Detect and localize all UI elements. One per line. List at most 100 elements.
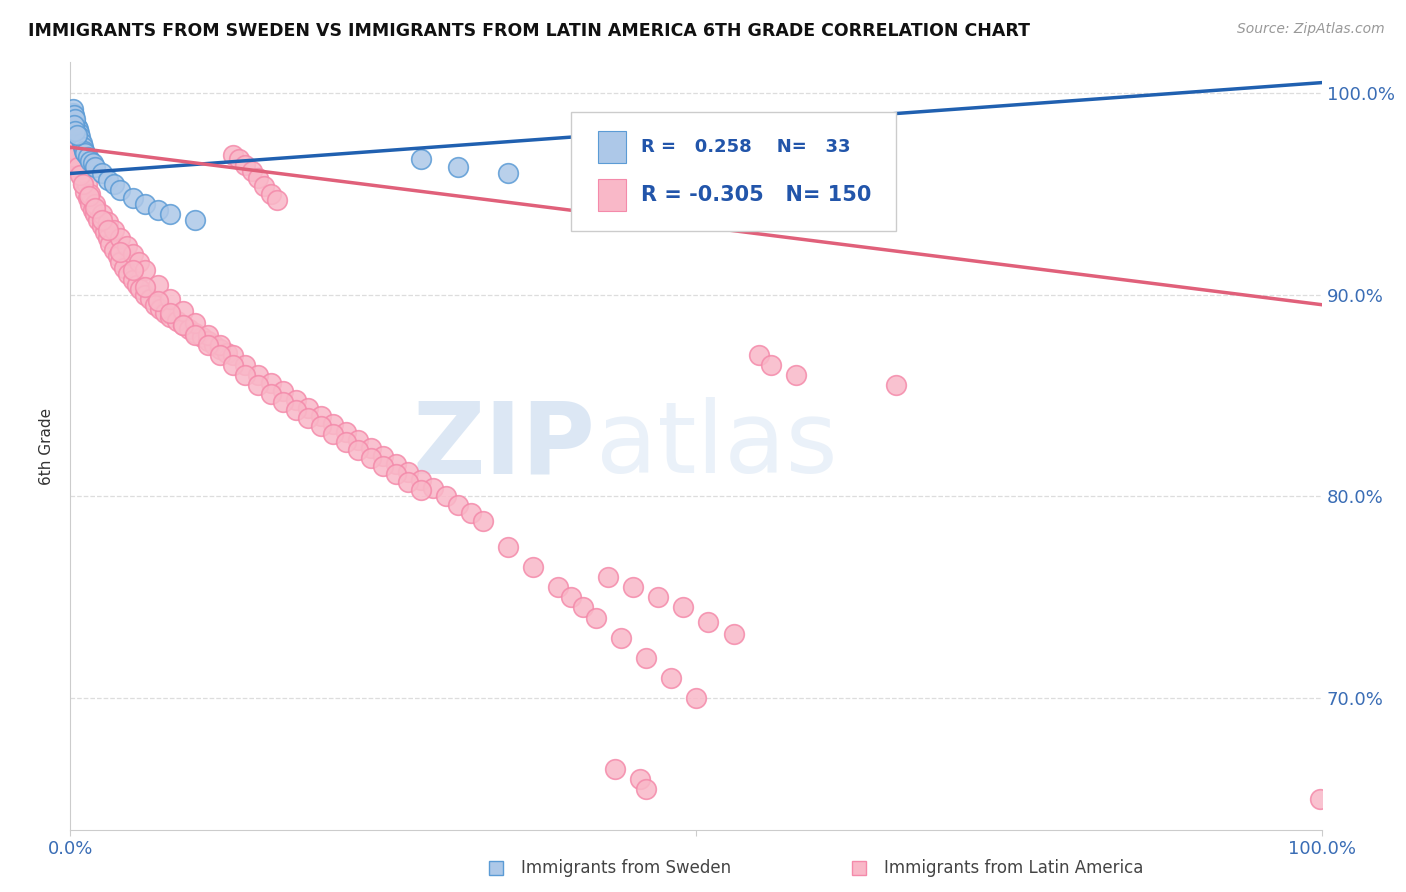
Point <box>155 306 177 320</box>
Point <box>209 338 232 352</box>
Point <box>222 148 245 162</box>
Point <box>62 106 84 120</box>
Point <box>149 301 172 316</box>
Point <box>360 451 382 466</box>
Point <box>63 118 86 132</box>
Point <box>396 475 419 490</box>
Point <box>63 110 86 124</box>
Point <box>409 473 432 487</box>
Point <box>184 328 207 343</box>
Point <box>610 631 633 645</box>
Point <box>82 156 104 170</box>
Point <box>72 177 94 191</box>
Point <box>146 293 169 308</box>
Point <box>112 261 135 276</box>
Point <box>72 177 94 191</box>
Point <box>121 191 145 205</box>
Point <box>360 441 382 455</box>
Point <box>460 506 482 520</box>
Point <box>90 219 112 233</box>
Point <box>335 434 357 449</box>
Point <box>65 134 87 148</box>
Point <box>253 178 276 193</box>
Point <box>785 368 807 383</box>
Point <box>70 136 93 151</box>
Point <box>63 108 86 122</box>
Point <box>94 225 117 239</box>
Point <box>235 358 257 372</box>
Point <box>146 202 169 217</box>
Point <box>69 162 91 177</box>
Point <box>110 245 132 260</box>
Point <box>723 626 745 640</box>
Point <box>240 164 263 178</box>
Point <box>117 268 139 282</box>
Point <box>84 196 107 211</box>
Point <box>209 342 232 356</box>
Point <box>284 392 307 407</box>
Point <box>235 368 257 383</box>
Point <box>134 263 156 277</box>
Point <box>73 145 96 159</box>
Point <box>190 330 212 344</box>
Point <box>76 191 98 205</box>
Point <box>159 306 181 320</box>
Point <box>371 459 394 474</box>
Point <box>172 318 194 332</box>
Point <box>371 449 394 463</box>
Point <box>98 237 121 252</box>
Point <box>266 193 288 207</box>
Point <box>659 671 682 685</box>
Point <box>634 782 657 797</box>
Point <box>184 213 207 227</box>
Point <box>598 570 620 584</box>
Point <box>547 580 569 594</box>
Point <box>322 426 344 441</box>
Point <box>409 483 432 498</box>
Point <box>79 196 101 211</box>
Point <box>134 196 156 211</box>
Point <box>1309 792 1331 806</box>
Text: IMMIGRANTS FROM SWEDEN VS IMMIGRANTS FROM LATIN AMERICA 6TH GRADE CORRELATION CH: IMMIGRANTS FROM SWEDEN VS IMMIGRANTS FRO… <box>28 22 1031 40</box>
Point <box>697 615 720 629</box>
Point <box>748 348 770 362</box>
Point <box>121 263 145 277</box>
Point <box>672 600 695 615</box>
Point <box>110 183 132 197</box>
Point <box>434 490 457 504</box>
Point <box>65 146 87 161</box>
Text: Source: ZipAtlas.com: Source: ZipAtlas.com <box>1237 22 1385 37</box>
Point <box>284 402 307 417</box>
Point <box>498 540 520 554</box>
Point <box>84 207 107 221</box>
Point <box>103 177 125 191</box>
Point <box>87 213 110 227</box>
Point <box>90 207 112 221</box>
Point <box>166 314 188 328</box>
Point <box>65 112 87 126</box>
Text: ZIP: ZIP <box>413 398 596 494</box>
Text: R = -0.305   N= 150: R = -0.305 N= 150 <box>641 185 872 205</box>
Point <box>347 443 370 458</box>
Point <box>585 610 607 624</box>
Point <box>685 691 707 706</box>
Point <box>628 772 651 786</box>
Point <box>271 384 294 399</box>
Point <box>97 231 120 245</box>
Point <box>82 202 104 217</box>
Text: Immigrants from Latin America: Immigrants from Latin America <box>883 859 1143 877</box>
Point <box>65 142 87 156</box>
Point <box>62 142 84 156</box>
Point <box>110 231 132 245</box>
Point <box>72 140 94 154</box>
Point <box>335 425 357 439</box>
Point <box>209 348 232 362</box>
Point <box>115 239 138 253</box>
Point <box>70 170 93 185</box>
Point <box>247 368 270 383</box>
Point <box>97 223 120 237</box>
Point <box>297 401 319 415</box>
Point <box>259 386 281 401</box>
Point <box>422 482 444 496</box>
Point <box>172 318 194 332</box>
